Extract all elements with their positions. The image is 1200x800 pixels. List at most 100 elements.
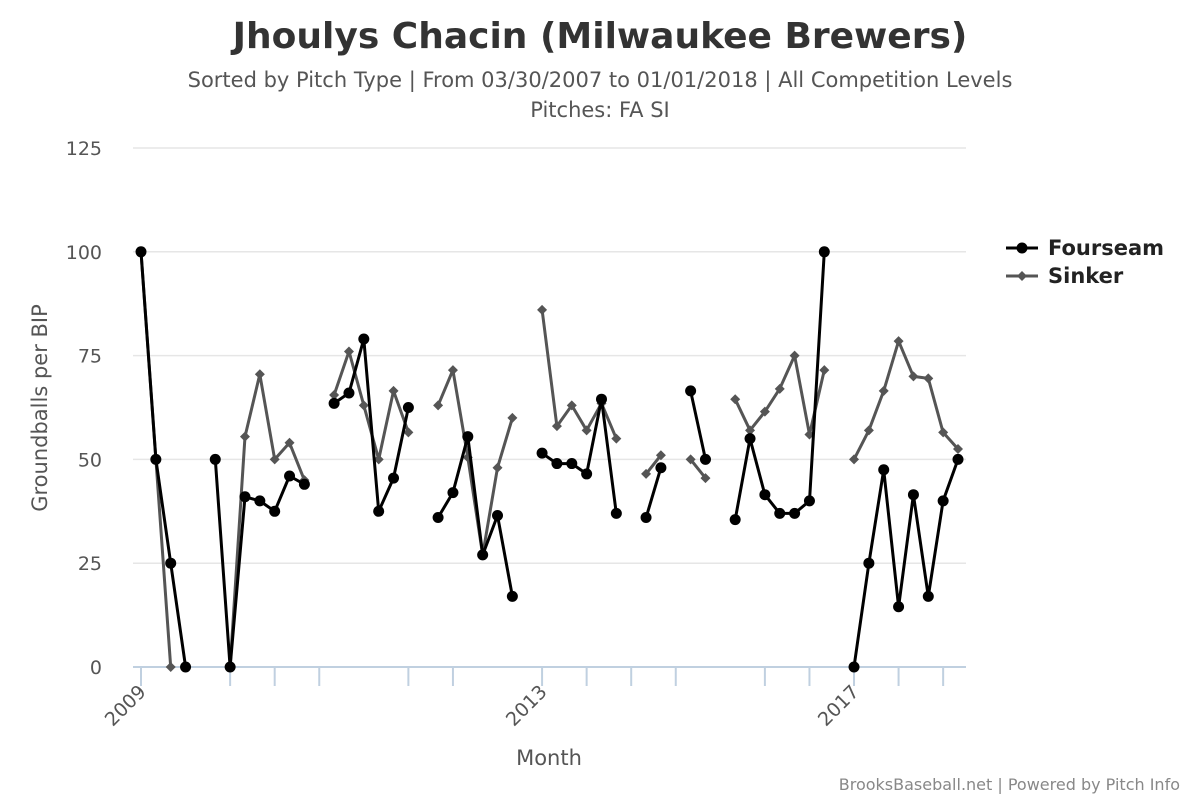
data-point-sinker[interactable] xyxy=(938,427,949,438)
data-point-fourseam[interactable] xyxy=(937,495,949,507)
data-point-fourseam[interactable] xyxy=(269,505,281,517)
data-point-fourseam[interactable] xyxy=(358,333,370,345)
y-tick-label: 75 xyxy=(78,346,102,368)
data-point-fourseam[interactable] xyxy=(298,478,310,490)
data-point-sinker[interactable] xyxy=(165,662,176,672)
data-point-fourseam[interactable] xyxy=(922,590,934,602)
data-point-fourseam[interactable] xyxy=(848,661,860,673)
data-point-sinker[interactable] xyxy=(789,350,800,361)
data-point-sinker[interactable] xyxy=(759,406,770,417)
data-point-fourseam[interactable] xyxy=(759,489,771,501)
data-point-sinker[interactable] xyxy=(908,371,919,382)
data-point-sinker[interactable] xyxy=(284,437,295,448)
data-point-fourseam[interactable] xyxy=(328,397,340,409)
data-point-sinker[interactable] xyxy=(893,336,904,347)
data-point-fourseam[interactable] xyxy=(402,402,414,413)
data-point-fourseam[interactable] xyxy=(477,549,489,561)
data-point-fourseam[interactable] xyxy=(373,505,385,517)
data-point-fourseam[interactable] xyxy=(254,495,266,507)
legend-item-fourseam[interactable]: Fourseam xyxy=(1006,236,1164,260)
data-point-fourseam[interactable] xyxy=(388,472,400,484)
chart-subtitle: Sorted by Pitch Type | From 03/30/2007 t… xyxy=(188,68,1013,93)
data-point-fourseam[interactable] xyxy=(655,462,667,474)
data-point-fourseam[interactable] xyxy=(432,512,444,524)
data-point-fourseam[interactable] xyxy=(774,507,786,519)
legend-item-sinker[interactable]: Sinker xyxy=(1006,264,1124,288)
data-point-fourseam[interactable] xyxy=(729,514,741,526)
data-point-fourseam[interactable] xyxy=(462,431,474,443)
data-point-sinker[interactable] xyxy=(269,454,280,465)
data-point-fourseam[interactable] xyxy=(789,507,801,519)
series-line-sinker xyxy=(689,458,707,480)
data-point-fourseam[interactable] xyxy=(685,385,697,397)
data-point-sinker[interactable] xyxy=(239,431,250,442)
series-layer xyxy=(135,246,964,673)
data-point-fourseam[interactable] xyxy=(818,246,830,258)
data-point-fourseam[interactable] xyxy=(581,468,593,480)
data-point-fourseam[interactable] xyxy=(610,507,622,519)
data-point-sinker[interactable] xyxy=(700,473,711,484)
data-point-fourseam[interactable] xyxy=(506,590,518,602)
data-point-fourseam[interactable] xyxy=(907,489,919,501)
data-point-fourseam[interactable] xyxy=(536,447,548,459)
data-point-sinker[interactable] xyxy=(537,304,548,315)
data-point-sinker[interactable] xyxy=(433,400,444,411)
data-point-fourseam[interactable] xyxy=(165,557,177,569)
data-point-fourseam[interactable] xyxy=(595,393,607,405)
legend-label: Fourseam xyxy=(1048,236,1164,260)
data-point-fourseam[interactable] xyxy=(893,601,905,613)
data-point-sinker[interactable] xyxy=(388,385,399,396)
data-point-sinker[interactable] xyxy=(611,433,622,444)
data-point-fourseam[interactable] xyxy=(343,387,355,399)
data-point-sinker[interactable] xyxy=(641,468,652,479)
series-line-sinker xyxy=(332,349,410,461)
data-point-sinker[interactable] xyxy=(849,454,860,465)
data-point-fourseam[interactable] xyxy=(135,246,147,258)
data-point-sinker[interactable] xyxy=(863,425,874,436)
data-point-sinker[interactable] xyxy=(685,454,696,465)
data-point-sinker[interactable] xyxy=(774,383,785,394)
data-point-fourseam[interactable] xyxy=(863,557,875,569)
data-point-sinker[interactable] xyxy=(819,365,830,376)
data-point-sinker[interactable] xyxy=(329,390,340,401)
data-point-fourseam[interactable] xyxy=(551,458,563,470)
data-point-fourseam[interactable] xyxy=(209,453,221,465)
data-point-sinker[interactable] xyxy=(953,444,963,455)
data-point-sinker[interactable] xyxy=(403,427,414,438)
data-point-fourseam[interactable] xyxy=(239,491,251,503)
data-point-fourseam[interactable] xyxy=(952,453,964,465)
data-point-sinker[interactable] xyxy=(566,400,577,411)
data-point-sinker[interactable] xyxy=(447,365,458,376)
data-point-fourseam[interactable] xyxy=(699,453,711,465)
data-point-fourseam[interactable] xyxy=(492,509,504,521)
data-point-sinker[interactable] xyxy=(254,369,265,380)
data-point-sinker[interactable] xyxy=(507,412,518,423)
series-line-sinker xyxy=(733,354,826,436)
data-point-fourseam[interactable] xyxy=(150,453,162,465)
chart-title: Jhoulys Chacin (Milwaukee Brewers) xyxy=(230,16,968,57)
data-point-sinker[interactable] xyxy=(492,462,503,473)
data-point-fourseam[interactable] xyxy=(744,433,756,445)
data-point-sinker[interactable] xyxy=(358,400,369,411)
data-point-fourseam[interactable] xyxy=(180,661,192,673)
data-point-fourseam[interactable] xyxy=(878,464,890,476)
data-point-sinker[interactable] xyxy=(343,346,354,357)
data-point-sinker[interactable] xyxy=(373,454,384,465)
data-point-fourseam[interactable] xyxy=(566,458,578,470)
data-point-fourseam[interactable] xyxy=(803,495,815,507)
y-axis-title: Groundballs per BIP xyxy=(28,304,52,512)
data-point-sinker[interactable] xyxy=(923,373,934,384)
data-point-sinker[interactable] xyxy=(655,450,666,461)
data-point-sinker[interactable] xyxy=(878,385,889,396)
data-point-fourseam[interactable] xyxy=(224,661,236,673)
data-point-sinker[interactable] xyxy=(730,394,741,405)
data-point-fourseam[interactable] xyxy=(284,470,296,482)
y-tick-label: 100 xyxy=(66,242,102,264)
x-tick-label: 2009 xyxy=(101,681,151,731)
legend-label: Sinker xyxy=(1048,264,1124,288)
data-point-fourseam[interactable] xyxy=(640,512,652,524)
data-point-sinker[interactable] xyxy=(581,425,592,436)
data-point-sinker[interactable] xyxy=(551,421,562,432)
data-point-fourseam[interactable] xyxy=(447,487,459,499)
data-point-sinker[interactable] xyxy=(745,425,756,436)
